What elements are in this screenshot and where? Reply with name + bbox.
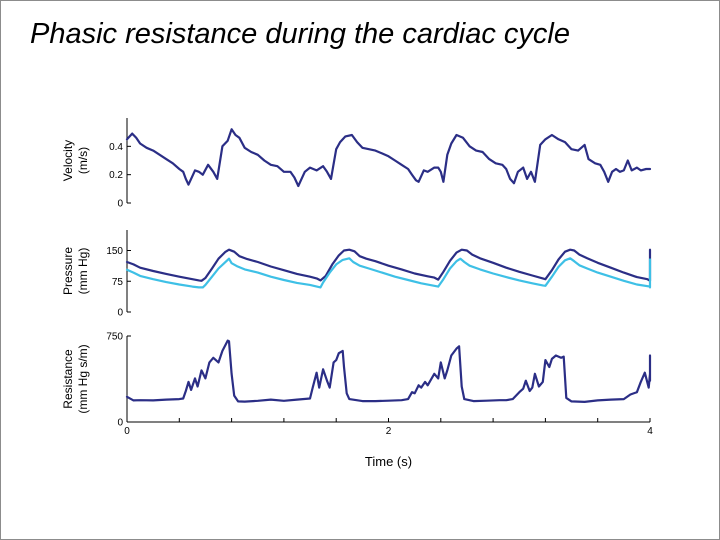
y-tick-label: 0	[117, 418, 123, 429]
y-tick-label: 750	[106, 332, 123, 343]
y-tick-label: 0.2	[109, 170, 123, 181]
y-tick-label: 0	[117, 308, 123, 319]
x-axis-label: Time (s)	[365, 454, 412, 469]
series-line-2-2	[125, 257, 652, 289]
y-axis-unit: (mm Hg s/m)	[76, 344, 90, 413]
x-tick-label: 0	[124, 426, 130, 437]
y-axis-label: Pressure	[61, 247, 75, 295]
y-axis-label: Velocity	[61, 140, 75, 181]
y-tick-label: 75	[112, 277, 124, 288]
y-axis-unit: (mm Hg)	[76, 248, 90, 295]
y-tick-label: 150	[106, 246, 123, 257]
series-line-1-1	[125, 128, 652, 188]
y-tick-label: 0	[117, 199, 123, 210]
slide-title: Phasic resistance during the cardiac cyc…	[30, 18, 570, 50]
y-tick-label: 0.4	[109, 142, 123, 153]
y-axis-label: Resistance	[61, 349, 75, 409]
series-line-3-1	[125, 339, 652, 403]
x-tick-label: 4	[647, 426, 653, 437]
series-line-2-1	[125, 248, 652, 282]
y-axis-unit: (m/s)	[76, 147, 90, 174]
x-tick-label: 2	[386, 426, 392, 437]
